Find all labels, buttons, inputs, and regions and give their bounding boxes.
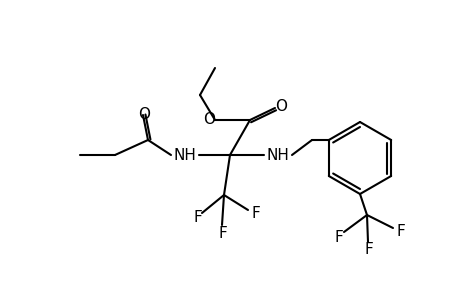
Text: NH: NH — [266, 148, 289, 163]
Text: F: F — [193, 211, 202, 226]
Text: O: O — [138, 106, 150, 122]
Text: O: O — [202, 112, 214, 127]
Text: F: F — [334, 230, 342, 244]
Text: F: F — [396, 224, 404, 239]
Text: F: F — [218, 226, 227, 241]
Text: O: O — [274, 98, 286, 113]
Text: F: F — [251, 206, 260, 221]
Text: F: F — [364, 242, 373, 257]
Text: NH: NH — [173, 148, 196, 163]
